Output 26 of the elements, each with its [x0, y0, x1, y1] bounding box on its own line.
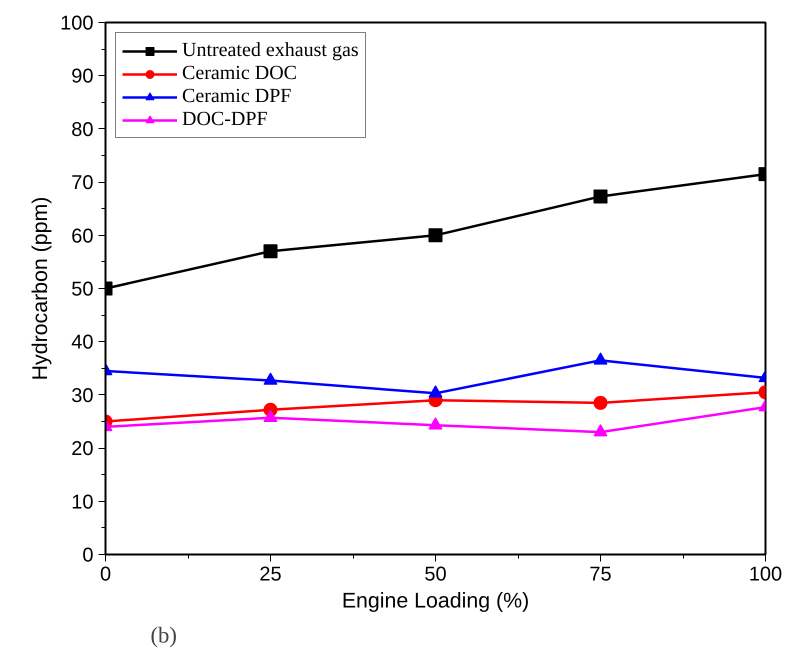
- x-tick-label: 50: [424, 564, 447, 586]
- y-tick-label: 60: [71, 225, 94, 248]
- legend-label: Ceramic DPF: [182, 85, 292, 108]
- y-tick-label: 100: [60, 12, 94, 34]
- legend-label: Ceramic DOC: [182, 62, 297, 85]
- y-tick-label: 50: [71, 278, 94, 300]
- text: (b): [150, 622, 177, 648]
- x-tick-label: 25: [259, 564, 282, 586]
- x-tick-label: 100: [748, 564, 782, 586]
- point: [428, 417, 442, 430]
- y-tick-label: 90: [71, 66, 94, 88]
- x-axis-title: Engine Loading (%): [342, 588, 530, 612]
- point: [428, 385, 442, 398]
- y-tick-label: 10: [71, 491, 94, 514]
- y-tick-label: 30: [71, 384, 94, 407]
- x-tick-label: 0: [100, 564, 112, 586]
- y-tick-label: 20: [71, 438, 94, 460]
- y-axis-title: Hydrocarbon (ppm): [28, 196, 52, 380]
- y-tick-label: 40: [71, 332, 94, 354]
- y-tick-label: 0: [82, 544, 94, 566]
- point: [428, 228, 442, 242]
- legend-label: Untreated exhaust gas: [182, 39, 359, 62]
- x-tick-label: 75: [589, 564, 612, 586]
- legend-label: DOC-DPF: [182, 108, 268, 131]
- y-tick-label: 70: [71, 172, 94, 194]
- y-tick-label: 80: [71, 118, 94, 141]
